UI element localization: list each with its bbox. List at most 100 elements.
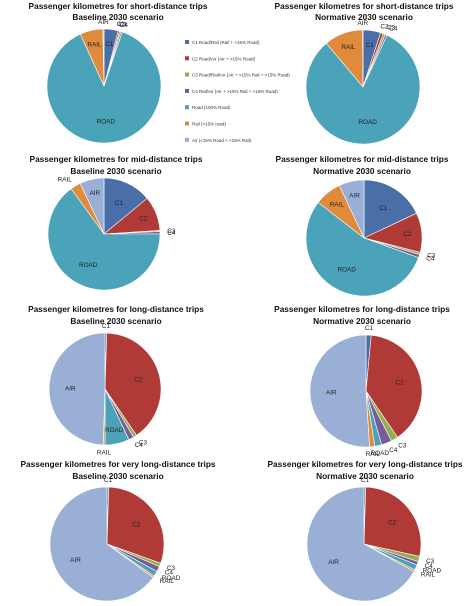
pie-chart-3: Passenger kilometres for mid-distance tr… [30,154,203,291]
legend-swatch [185,105,189,110]
slice-label-air: AIR [357,20,368,27]
legend-swatch [185,137,189,142]
slice-label-road: ROAD [358,119,377,126]
legend: C1 Road/Rail (Rail + >15% Road) C2 Road/A… [185,40,290,143]
chart-title: Passenger kilometres for long-distance t… [274,304,450,314]
slice-label-c1: C1 [365,325,374,332]
legend-swatch [185,40,189,44]
slice-label-air: AIR [326,389,337,396]
pie-chart-2: Passenger kilometres for short-distance … [275,1,454,145]
legend-item-road: Road (100% Road) [185,105,231,110]
slice-label-c1: C1 [102,323,111,330]
legend-label: C3 Road/Rail/Air (Air + >15% Rail + >15%… [192,73,290,78]
legend-item-c2: C2 Road/Air (Air + >15% Road) [185,56,256,61]
slice-label-c3: C3 [167,228,176,235]
slice-label-c2: C2 [134,377,143,384]
pie-slice-air [102,28,105,87]
slice-label-air: AIR [98,19,109,26]
legend-label: C4 Rail/Air (Air + >15% Rail + <15% Road… [192,89,278,94]
slice-label-air: AIR [70,557,81,564]
slice-label-c2: C2 [396,380,405,387]
pie-chart-4: Passenger kilometres for mid-distance tr… [276,154,449,297]
chart-title: Passenger kilometres for short-distance … [29,1,208,11]
pie-slice-air [306,486,415,602]
pie-slice-c1 [363,179,417,239]
legend-swatch [185,72,189,77]
chart-title: Passenger kilometres for very long-dista… [20,459,215,469]
slice-label-c1: C1 [115,200,124,207]
slice-label-air: AIR [349,193,360,200]
pie-slice-c2 [106,486,165,564]
legend-item-c3: C3 Road/Rail/Air (Air + >15% Rail + >15%… [185,72,290,78]
slice-label-c2: C2 [403,231,412,238]
legend-label: Air (<15% Road + <15% Rail) [192,138,252,143]
pie-slice-road [46,31,162,144]
chart-subtitle: Baseline 2030 scenario [70,166,161,176]
slice-label-road: ROAD [371,450,390,457]
slice-label-c3: C3 [139,440,148,447]
pie-slice-air [48,332,106,446]
slice-label-c4: C4 [165,570,174,577]
slice-label-rail: RAIL [366,451,381,458]
slice-label-c3: C3 [427,253,436,260]
pie-chart-1: Passenger kilometres for short-distance … [29,1,208,144]
slice-label-c1: C1 [361,477,370,484]
slice-label-c3: C3 [167,565,176,572]
slice-label-c2: C2 [139,216,148,223]
legend-item-rail: Rail (>15% road) [185,121,226,127]
legend-item-c4: C4 Rail/Air (Air + >15% Rail + <15% Road… [185,88,278,94]
pie-slice-air [338,179,365,239]
chart-subtitle: Normative 2030 scenario [315,12,413,22]
chart-title: Passenger kilometres for mid-distance tr… [30,154,203,164]
chart-subtitle: Baseline 2030 scenario [72,12,163,22]
slice-label-c2: C2 [380,24,389,31]
legend-label: Rail (>15% road) [192,122,226,127]
legend-swatch [185,56,189,61]
pie-chart-6: Passenger kilometres for long-distance t… [274,304,450,458]
chart-title: Passenger kilometres for mid-distance tr… [276,154,449,164]
chart-title: Passenger kilometres for very long-dista… [267,459,462,469]
slice-label-c4: C4 [167,230,176,237]
slice-label-c3: C3 [387,25,396,32]
slice-label-c4: C4 [135,442,144,449]
chart-subtitle: Normative 2030 scenario [316,471,414,481]
slice-label-c4: C4 [426,256,435,263]
pie-chart-5: Passenger kilometres for long-distance t… [28,304,204,457]
slice-label-air: AIR [65,386,76,393]
legend-swatch [185,88,189,93]
slice-label-c1: C1 [104,477,113,484]
pie-slice-c2 [365,334,423,438]
slice-label-c4: C4 [425,563,434,570]
slice-label-road: ROAD [162,575,181,582]
slice-label-rail: RAIL [421,571,436,578]
legend-label: C1 Road/Rail (Rail + >15% Road) [192,40,260,45]
slice-label-rail: RAIL [160,578,175,585]
pie-slice-air [309,334,370,448]
pie-slice-c2 [104,332,162,436]
pie-chart-7: Passenger kilometres for very long-dista… [20,459,216,602]
slice-label-c3: C3 [398,443,407,450]
pie-chart-8: Passenger kilometres for very long-dista… [267,459,463,602]
slice-label-rail: RAIL [330,201,345,208]
legend-item-c1: C1 Road/Rail (Rail + >15% Road) [185,40,260,45]
slice-label-c1: C1 [366,42,375,49]
slice-label-c2: C2 [132,521,141,528]
chart-subtitle: Normative 2030 scenario [313,316,411,326]
slice-label-c4: C4 [389,447,398,454]
legend-label: C2 Road/Air (Air + >15% Road) [192,56,256,61]
chart-title: Passenger kilometres for long-distance t… [28,304,204,314]
slice-label-road: ROAD [97,119,116,126]
pie-slice-road [305,202,419,297]
slice-label-c4: C4 [389,25,398,32]
slice-label-c3: C3 [118,22,127,29]
slice-label-c2: C2 [117,21,126,28]
legend-swatch [185,121,189,126]
chart-subtitle: Normative 2030 scenario [313,166,411,176]
pie-slice-c2 [363,486,422,557]
slice-label-c1: C1 [105,41,114,48]
slice-label-road: ROAD [79,262,98,269]
slice-label-road: ROAD [105,427,124,434]
pie-slice-road [305,34,421,145]
slice-label-road: ROAD [337,267,356,274]
